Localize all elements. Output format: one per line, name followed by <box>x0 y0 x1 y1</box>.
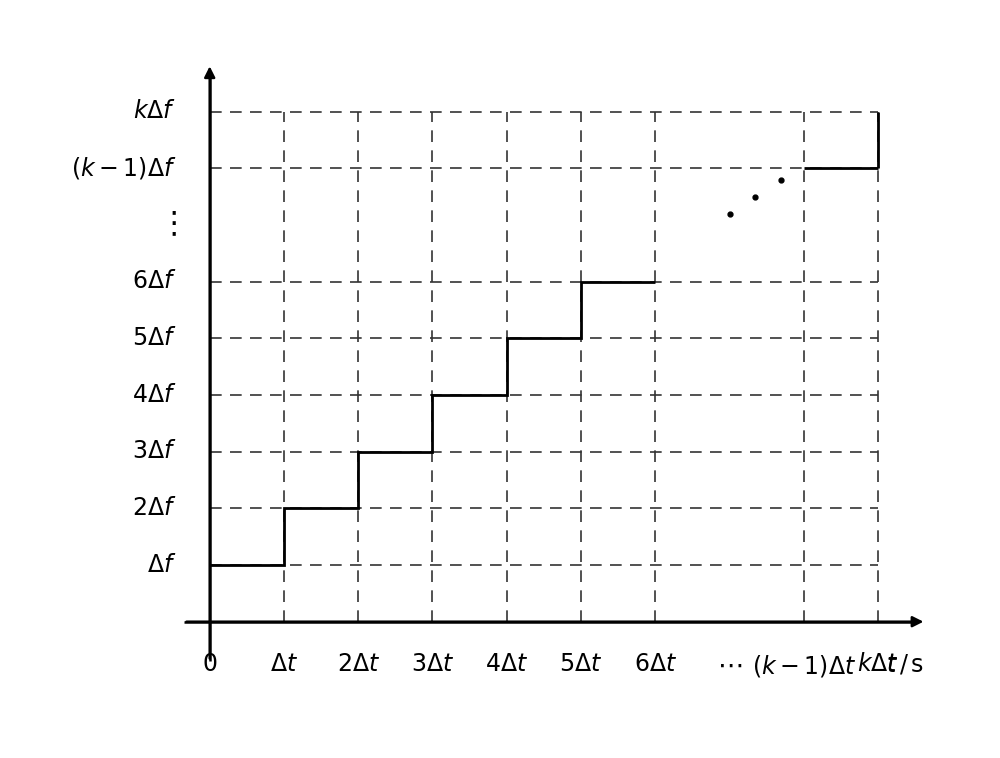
Text: $5\Delta t$: $5\Delta t$ <box>559 653 603 676</box>
Text: $(k-1)\Delta f$: $(k-1)\Delta f$ <box>71 155 176 181</box>
Text: $\vdots$: $\vdots$ <box>158 209 176 240</box>
Text: $6\Delta t$: $6\Delta t$ <box>634 653 677 676</box>
Text: $\Delta t$: $\Delta t$ <box>270 653 298 676</box>
Text: $6\Delta f$: $6\Delta f$ <box>132 270 176 293</box>
Text: $2\Delta f$: $2\Delta f$ <box>132 496 176 520</box>
Text: $k\Delta f$: $k\Delta f$ <box>133 100 176 123</box>
Text: $4\Delta t$: $4\Delta t$ <box>485 653 528 676</box>
Text: $4\Delta f$: $4\Delta f$ <box>132 384 176 406</box>
Text: $5\Delta f$: $5\Delta f$ <box>132 327 176 350</box>
Text: $\cdots$: $\cdots$ <box>717 653 742 678</box>
Text: $0$: $0$ <box>202 653 217 676</box>
Text: $t\,/\,\mathrm{s}$: $t\,/\,\mathrm{s}$ <box>886 653 924 677</box>
Text: $2\Delta t$: $2\Delta t$ <box>337 653 380 676</box>
Text: $k\Delta t$: $k\Delta t$ <box>857 653 899 676</box>
Text: $\Delta f$: $\Delta f$ <box>147 553 176 577</box>
Text: $3\Delta f$: $3\Delta f$ <box>132 440 176 463</box>
Text: $3\Delta t$: $3\Delta t$ <box>411 653 454 676</box>
Text: $(k-1)\Delta t$: $(k-1)\Delta t$ <box>752 653 856 679</box>
